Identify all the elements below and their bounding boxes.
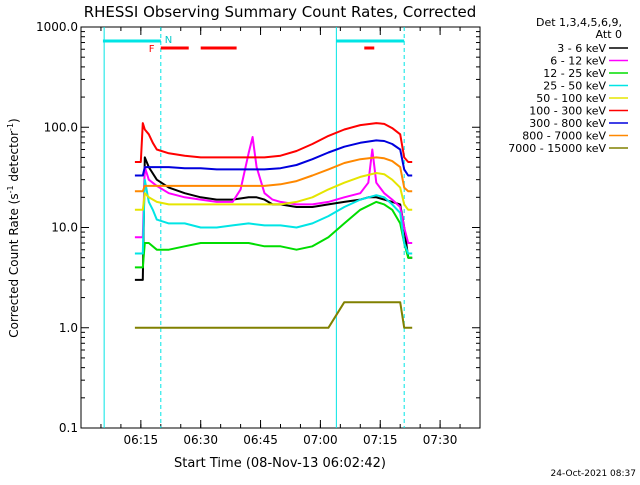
plot-frame — [80, 26, 481, 429]
x-tick-label: 07:00 — [303, 433, 338, 447]
series-group — [134, 122, 413, 329]
series-line-5 — [134, 122, 413, 163]
series-line-4 — [134, 172, 413, 211]
series-line-6 — [134, 139, 413, 177]
y-axis-title-end: ) — [7, 118, 21, 123]
chart-title: RHESSI Observing Summary Count Rates, Co… — [84, 3, 477, 21]
x-tick-label: 07:15 — [363, 433, 398, 447]
legend-entry-label: 800 - 7000 keV — [522, 130, 606, 143]
plot-area: 0.1 1.0 10.0 100.0 1000.0 06:15 06:30 06:45 07:0… — [36, 20, 481, 447]
legend-entry-label: 6 - 12 keV — [550, 55, 606, 68]
legend-header-line2: Att 0 — [596, 28, 622, 41]
series-line-0 — [134, 156, 413, 281]
y-axis-title: Corrected Count Rate (s-1 detector-1) — [6, 118, 21, 337]
y-tick-label: 1.0 — [59, 321, 78, 335]
legend-entry-label: 12 - 25 keV — [543, 67, 606, 80]
y-tick-label: 100.0 — [44, 120, 78, 134]
legend-header-line1: Det 1,3,4,5,6,9, — [536, 16, 622, 29]
legend-entry-label: 3 - 6 keV — [557, 42, 606, 55]
flag-label-f: F — [149, 44, 155, 55]
y-axis-title-sup: -1 — [6, 185, 15, 193]
x-tick-label: 06:15 — [124, 433, 159, 447]
series-line-7 — [134, 156, 413, 193]
x-tick-label: 07:30 — [423, 433, 458, 447]
footer-date: 24-Oct-2021 08:37 — [551, 469, 636, 479]
legend-entry-label: 7000 - 15000 keV — [508, 142, 606, 155]
series-line-3 — [134, 178, 413, 255]
legend-entry-label: 300 - 800 keV — [529, 117, 606, 130]
legend-entry-label: 25 - 50 keV — [543, 80, 606, 93]
y-axis-title-tail: detector — [7, 131, 21, 186]
flag-label-n: N — [165, 35, 172, 46]
x-tick-label: 06:45 — [243, 433, 278, 447]
y-axis-title-sup2: -1 — [6, 123, 15, 131]
series-line-1 — [134, 136, 413, 244]
legend-entry-label: 50 - 100 keV — [536, 92, 606, 105]
series-line-8 — [134, 301, 413, 329]
y-axis-title-main: Corrected Count Rate (s — [7, 193, 21, 337]
legend-entry-label: 100 - 300 keV — [529, 105, 606, 118]
y-tick-label: 0.1 — [59, 421, 78, 435]
series-line-2 — [134, 200, 413, 269]
y-tick-label: 10.0 — [51, 221, 78, 235]
x-axis-title: Start Time (08-Nov-13 06:02:42) — [174, 456, 386, 471]
x-tick-label: 06:30 — [183, 433, 218, 447]
y-tick-label: 1000.0 — [36, 20, 78, 34]
